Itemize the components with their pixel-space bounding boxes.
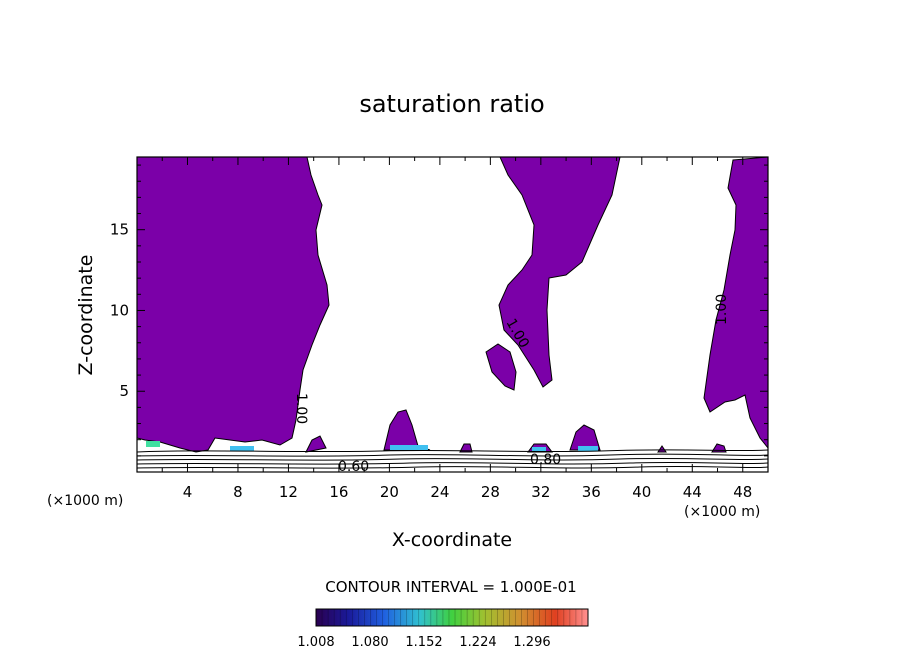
supersaturated-region-right <box>703 157 768 449</box>
cloud-bump <box>459 443 473 453</box>
colorbar <box>315 608 589 627</box>
y-axis: 5 10 15 <box>110 164 768 457</box>
high-saturation-patch <box>146 441 160 447</box>
contour-interval-text: CONTOUR INTERVAL = 1.000E-01 <box>325 578 576 596</box>
x-tick-label: 28 <box>481 483 500 501</box>
plot-area: 1.00 1.00 1.00 0.60 0.80 <box>137 157 768 475</box>
supersaturated-blob <box>485 343 517 391</box>
x-unit-right: (×1000 m) <box>684 504 760 520</box>
cloud-bump <box>657 445 667 453</box>
plot-frame <box>136 156 769 473</box>
y-tick-label: 10 <box>110 301 129 319</box>
contour-label: 0.60 <box>338 459 369 475</box>
y-tick-label: 5 <box>119 382 129 400</box>
x-axis: 4 8 12 16 20 24 28 32 36 40 44 48 <box>136 157 769 501</box>
chart-title: saturation ratio <box>359 90 544 118</box>
colorbar-stripes <box>321 609 583 626</box>
x-tick-label: 44 <box>683 483 702 501</box>
x-tick-label: 4 <box>183 483 193 501</box>
x-tick-label: 12 <box>279 483 298 501</box>
x-tick-label: 48 <box>733 483 752 501</box>
cloud-bump <box>305 435 327 453</box>
x-tick-label: 20 <box>380 483 399 501</box>
colorbar-tick-label: 1.008 <box>297 635 334 650</box>
x-axis-label: X-coordinate <box>392 529 512 551</box>
y-tick-label: 15 <box>110 221 129 239</box>
x-tick-label: 8 <box>233 483 243 501</box>
high-saturation-patch <box>532 447 546 451</box>
colorbar-tick-label: 1.152 <box>405 635 442 650</box>
contour-label: 0.80 <box>530 452 561 468</box>
x-tick-label: 40 <box>632 483 651 501</box>
y-axis-label: Z-coordinate <box>75 255 97 376</box>
colorbar-tick-label: 1.296 <box>513 635 550 650</box>
supersaturated-region-left <box>137 157 330 453</box>
x-tick-label: 32 <box>531 483 550 501</box>
cloud-bump <box>383 409 431 451</box>
contour-label: 1.00 <box>293 393 309 424</box>
x-tick-label: 16 <box>329 483 348 501</box>
high-saturation-patch <box>230 446 254 451</box>
contour-label: 1.00 <box>714 294 730 325</box>
high-saturation-patch <box>578 446 598 451</box>
colorbar-ticks: 1.008 1.080 1.152 1.224 1.296 <box>297 635 550 650</box>
x-tick-label: 24 <box>430 483 449 501</box>
near-surface-contours <box>137 449 768 469</box>
high-saturation-patch <box>390 445 428 450</box>
colorbar-tick-label: 1.224 <box>459 635 496 650</box>
x-unit-left: (×1000 m) <box>47 493 123 509</box>
colorbar-tick-label: 1.080 <box>351 635 388 650</box>
supersaturated-region-center <box>498 157 621 388</box>
x-tick-label: 36 <box>582 483 601 501</box>
